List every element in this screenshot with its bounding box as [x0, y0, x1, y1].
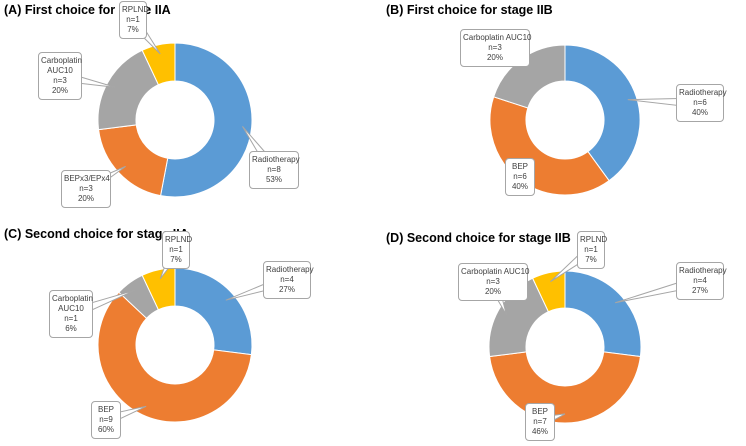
count-label: n=1: [126, 15, 140, 24]
data-callout: BEP n=6 40%: [505, 158, 535, 196]
count-label: n=3: [53, 76, 67, 85]
value-label: 7%: [170, 255, 182, 264]
slice: [141, 267, 176, 311]
category-label: RPLND: [580, 235, 608, 244]
value-label: 20%: [486, 53, 503, 62]
value-label: 60%: [97, 425, 114, 434]
value-label: 7%: [127, 25, 139, 34]
data-callout: Radiotherapy n=4 27%: [676, 262, 727, 300]
slice: [564, 270, 642, 358]
category-label: BEP: [511, 162, 528, 171]
count-label: n=4: [693, 276, 707, 285]
category-label: BEP: [97, 405, 114, 414]
data-callout: Radiotherapy n=4 27%: [263, 261, 314, 299]
category-label: Radiotherapy: [679, 266, 727, 275]
slice: [159, 42, 253, 198]
count-label: n=9: [99, 415, 113, 424]
count-label: n=1: [169, 245, 183, 254]
category-label: Carboplatin AUC10: [461, 267, 530, 276]
data-callout: Carboplatin AUC10 n=3 20%: [460, 29, 532, 67]
count-label: n=1: [584, 245, 598, 254]
count-label: n=6: [693, 98, 707, 107]
data-callout: Carboplatin AUC10 n=1 6%: [49, 290, 93, 338]
value-label: 40%: [691, 108, 708, 117]
value-label: 40%: [511, 182, 528, 191]
count-label: n=3: [488, 43, 502, 52]
value-label: 20%: [484, 287, 501, 296]
category-label: Carboplatin AUC10: [41, 56, 82, 75]
data-callout: BEPx3/EPx4 n=3 20%: [61, 170, 111, 208]
slice: [531, 270, 566, 313]
value-label: 6%: [65, 324, 77, 333]
data-callout: RPLND n=1 7%: [162, 231, 193, 269]
category-label: BEP: [531, 407, 548, 416]
category-label: Carboplatin AUC10: [52, 294, 93, 313]
category-label: RPLND: [165, 235, 193, 244]
value-label: 46%: [531, 427, 548, 436]
count-label: n=7: [533, 417, 547, 426]
slice: [97, 291, 252, 423]
slice: [489, 351, 641, 424]
data-callout: BEP n=9 60%: [91, 401, 121, 439]
chart-title: (C) Second choice for stage IIA: [4, 227, 189, 241]
count-label: n=3: [79, 184, 93, 193]
value-label: 7%: [585, 255, 597, 264]
count-label: n=6: [513, 172, 527, 181]
data-callout: Radiotherapy n=8 53%: [249, 151, 300, 189]
category-label: Carboplatin AUC10: [463, 33, 532, 42]
slice: [141, 42, 176, 86]
data-callout: Carboplatin AUC10 n=3 20%: [38, 52, 82, 100]
data-callout: Carboplatin AUC10 n=3 20%: [458, 263, 530, 301]
value-label: 20%: [77, 194, 94, 203]
value-label: 27%: [691, 286, 708, 295]
count-label: n=8: [267, 165, 281, 174]
data-callout: BEP n=7 46%: [525, 403, 555, 441]
data-callout: RPLND n=1 7%: [577, 231, 608, 269]
category-label: Radiotherapy: [266, 265, 314, 274]
chart-title: (D) Second choice for stage IIB: [386, 231, 571, 245]
count-label: n=4: [280, 275, 294, 284]
value-label: 27%: [278, 285, 295, 294]
data-callout: Radiotherapy n=6 40%: [676, 84, 727, 122]
count-label: n=1: [64, 314, 78, 323]
count-label: n=3: [486, 277, 500, 286]
category-label: BEPx3/EPx4: [64, 174, 110, 183]
value-label: 53%: [265, 175, 282, 184]
slice: [493, 44, 566, 109]
value-label: 20%: [51, 86, 68, 95]
chart-title: (B) First choice for stage IIB: [386, 3, 553, 17]
category-label: Radiotherapy: [679, 88, 727, 97]
category-label: RPLND: [122, 5, 150, 14]
data-callout: RPLND n=1 7%: [119, 1, 150, 39]
slice: [174, 267, 253, 356]
category-label: Radiotherapy: [252, 155, 300, 164]
slice: [564, 44, 641, 182]
